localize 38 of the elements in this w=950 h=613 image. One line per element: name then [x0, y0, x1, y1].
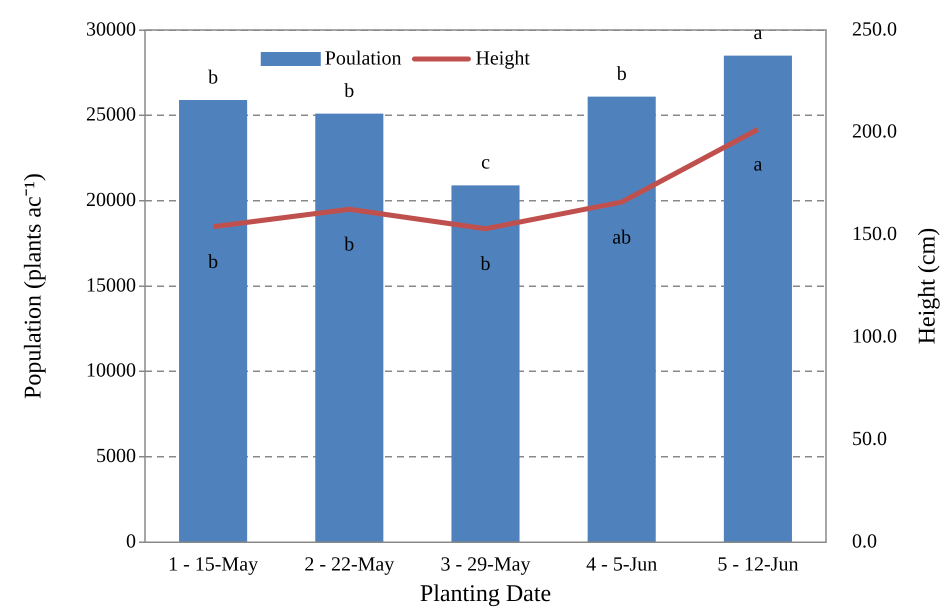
bar: [588, 96, 656, 542]
legend-label: Height: [475, 47, 530, 70]
annotation: a: [753, 154, 762, 176]
annotation: a: [753, 22, 762, 44]
annotation: b: [480, 252, 490, 275]
y2-tick-label: 0.0: [852, 530, 877, 552]
y2-tick-label: 100.0: [852, 326, 897, 348]
y-tick-label: 20000: [86, 188, 136, 211]
x-tick-label: 5 - 12-Jun: [717, 553, 798, 576]
bar: [179, 100, 248, 542]
x-tick-label: 3 - 29-May: [440, 553, 530, 576]
y-tick-label: 30000: [86, 18, 136, 40]
legend-label: Poulation: [324, 47, 402, 70]
y2-tick-label: 250.0: [852, 18, 897, 40]
bar: [724, 56, 792, 542]
y2-axis-title: Height (cm): [914, 228, 940, 344]
x-tick-label: 4 - 5-Jun: [586, 553, 658, 576]
annotation: b: [208, 250, 218, 273]
bar: [451, 185, 520, 542]
x-tick-label: 1 - 15-May: [168, 553, 258, 576]
bar: [315, 114, 384, 542]
annotation: b: [344, 80, 354, 102]
y2-tick-label: 200.0: [852, 120, 897, 143]
x-axis-title: Planting Date: [420, 580, 552, 607]
y2-tick-label: 50.0: [852, 428, 887, 450]
y-tick-label: 25000: [86, 104, 136, 126]
y2-tick-label: 150.0: [852, 223, 897, 246]
x-tick-label: 2 - 22-May: [304, 553, 394, 576]
annotation: b: [208, 66, 218, 88]
y-tick-label: 10000: [86, 360, 136, 382]
y-tick-label: 15000: [86, 274, 136, 296]
y-tick-label: 5000: [96, 445, 136, 468]
annotation: c: [481, 152, 490, 174]
y-tick-label: 0: [126, 530, 136, 552]
y-axis-title: Population (plants ac⁻¹): [20, 173, 47, 400]
annotation: ab: [612, 226, 632, 248]
annotation: b: [616, 62, 627, 85]
annotation: b: [344, 234, 354, 256]
